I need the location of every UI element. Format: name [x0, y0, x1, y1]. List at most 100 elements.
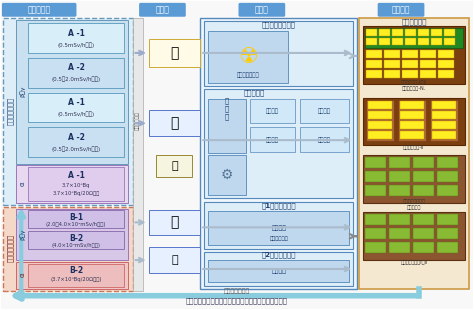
- FancyBboxPatch shape: [378, 3, 424, 17]
- Bar: [389, 171, 410, 182]
- Text: 焼却処理: 焼却処理: [271, 226, 286, 231]
- Bar: [16, 165, 128, 202]
- Bar: [437, 171, 458, 182]
- Text: B-1: B-1: [69, 213, 83, 222]
- Bar: [208, 31, 288, 83]
- Bar: [402, 70, 418, 78]
- Text: 3.7×10⁶Bq: 3.7×10⁶Bq: [62, 183, 90, 188]
- Text: （焼却処理）: （焼却処理）: [269, 236, 288, 241]
- Bar: [413, 157, 434, 168]
- Text: α: α: [19, 272, 25, 277]
- Bar: [148, 39, 200, 67]
- Text: 🚚: 🚚: [170, 215, 179, 229]
- Bar: [437, 228, 458, 239]
- Text: 🛢: 🛢: [171, 161, 178, 171]
- Bar: [389, 242, 410, 253]
- Bar: [300, 99, 349, 123]
- Text: 運　搬: 運 搬: [155, 5, 169, 14]
- Bar: [363, 155, 465, 202]
- Bar: [400, 121, 424, 129]
- Bar: [384, 60, 400, 68]
- Bar: [413, 185, 434, 196]
- Text: 分類・区分: 分類・区分: [27, 5, 51, 14]
- Bar: [366, 100, 394, 141]
- Bar: [16, 20, 128, 164]
- FancyBboxPatch shape: [238, 3, 285, 17]
- Bar: [133, 18, 143, 291]
- Bar: [156, 155, 192, 177]
- Text: α: α: [19, 181, 25, 186]
- Text: 主工処理: 主工処理: [265, 108, 278, 114]
- Bar: [402, 50, 418, 58]
- Bar: [438, 70, 454, 78]
- Text: 処: 処: [225, 105, 229, 112]
- Bar: [389, 215, 410, 225]
- Bar: [250, 99, 295, 123]
- Text: ☢: ☢: [238, 47, 258, 67]
- Text: B-2: B-2: [69, 267, 83, 276]
- Bar: [366, 60, 382, 68]
- Bar: [28, 58, 124, 88]
- Bar: [384, 70, 400, 78]
- Text: A -1: A -1: [67, 171, 84, 180]
- Text: 保管廃棄施設-Ⅰ、Ⅱ
保管廃棄施設-N.: 保管廃棄施設-Ⅰ、Ⅱ 保管廃棄施設-N.: [401, 80, 427, 91]
- Bar: [366, 50, 382, 58]
- Bar: [28, 210, 124, 228]
- Text: 第1廃棄物処理棟: 第1廃棄物処理棟: [262, 202, 296, 209]
- Bar: [16, 262, 128, 289]
- Text: 処　理: 処 理: [255, 5, 269, 14]
- Bar: [365, 185, 386, 196]
- Text: 現有保管体の減容廃棄体化に向けての取出し・仕分け: 現有保管体の減容廃棄体化に向けての取出し・仕分け: [186, 297, 288, 304]
- Bar: [432, 131, 456, 139]
- Text: (0.5mSv/h未満): (0.5mSv/h未満): [57, 112, 94, 117]
- Bar: [366, 29, 377, 36]
- Bar: [431, 38, 442, 45]
- Bar: [418, 29, 429, 36]
- Bar: [384, 50, 400, 58]
- Bar: [438, 60, 454, 68]
- Bar: [28, 23, 124, 53]
- Text: 圧縮処理: 圧縮処理: [318, 108, 331, 114]
- Text: B-2: B-2: [69, 234, 83, 243]
- Text: β・γ: β・γ: [19, 228, 25, 240]
- Bar: [3, 206, 133, 291]
- Bar: [3, 18, 133, 205]
- Bar: [300, 127, 349, 152]
- Bar: [413, 228, 434, 239]
- Bar: [28, 167, 124, 201]
- Bar: [28, 127, 124, 157]
- Text: (0.5～2.0mSv/h未満): (0.5～2.0mSv/h未満): [51, 77, 100, 82]
- Bar: [366, 38, 377, 45]
- Bar: [405, 29, 416, 36]
- Bar: [28, 231, 124, 249]
- Bar: [389, 228, 410, 239]
- Text: (3.7×10⁶Bq/20Ω以上): (3.7×10⁶Bq/20Ω以上): [50, 277, 102, 282]
- Bar: [208, 260, 349, 282]
- Text: 🚚: 🚚: [170, 116, 179, 130]
- Bar: [389, 185, 410, 196]
- Bar: [368, 111, 392, 119]
- Bar: [430, 100, 458, 141]
- Bar: [400, 111, 424, 119]
- Bar: [437, 215, 458, 225]
- Bar: [28, 93, 124, 122]
- Text: 解体・分別保管棟
（保管室）: 解体・分別保管棟 （保管室）: [402, 199, 426, 210]
- Bar: [405, 38, 416, 45]
- Bar: [413, 171, 434, 182]
- Bar: [363, 26, 465, 84]
- Bar: [148, 110, 200, 136]
- Bar: [438, 50, 454, 58]
- Bar: [16, 209, 128, 260]
- Text: 解体事分別処理: 解体事分別処理: [237, 72, 259, 78]
- Bar: [365, 171, 386, 182]
- Bar: [400, 131, 424, 139]
- Text: (4.0×10⁴mSv/h以上): (4.0×10⁴mSv/h以上): [52, 243, 100, 248]
- Text: 🚚: 🚚: [170, 46, 179, 60]
- Bar: [402, 60, 418, 68]
- Bar: [366, 70, 382, 78]
- Text: 固液処理: 固液処理: [271, 268, 286, 274]
- Text: 廃棄物保管棟・Ⅰ、Ⅱ: 廃棄物保管棟・Ⅰ、Ⅱ: [401, 259, 428, 264]
- Bar: [444, 38, 455, 45]
- Bar: [379, 29, 390, 36]
- Bar: [208, 211, 349, 245]
